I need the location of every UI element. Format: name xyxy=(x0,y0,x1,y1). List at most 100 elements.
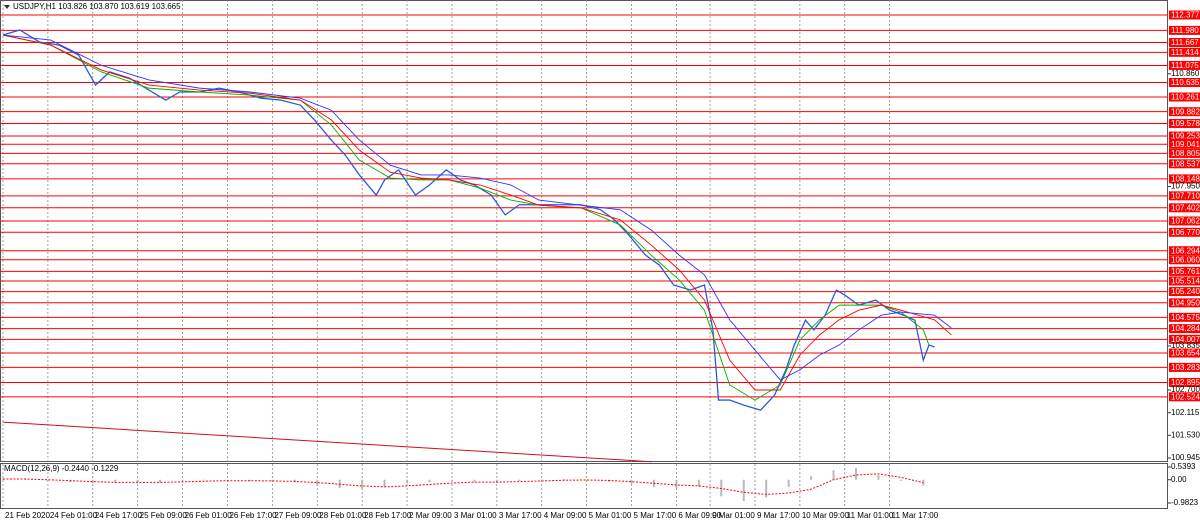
level-label: 107.710 xyxy=(1171,191,1200,200)
y-tick-label: 0.5393 xyxy=(1171,462,1196,471)
x-tick-label: 5 Mar 01:00 xyxy=(589,511,632,520)
level-label-bg xyxy=(1169,174,1200,184)
macd-bar xyxy=(159,479,162,483)
macd-bar xyxy=(181,479,184,481)
x-tick-label: 6 Mar 09:00 xyxy=(678,511,721,520)
level-label-bg xyxy=(1169,38,1200,48)
x-tick-label: 9 Mar 01:00 xyxy=(712,511,755,520)
macd-bar xyxy=(428,479,431,483)
moving-average xyxy=(2,34,952,381)
level-label: 110.261 xyxy=(1171,93,1200,102)
macd-bar xyxy=(450,479,453,481)
level-label: 111.980 xyxy=(1171,26,1199,35)
macd-bar xyxy=(585,479,588,481)
x-tick-label: 28 Feb 01:00 xyxy=(319,511,367,520)
macd-bar xyxy=(630,479,633,485)
level-label: 109.882 xyxy=(1171,107,1200,116)
level-label: 111.667 xyxy=(1171,38,1199,47)
macd-bar xyxy=(675,479,678,489)
macd-bar xyxy=(495,479,498,483)
macd-bar xyxy=(832,470,835,480)
x-tick-label: 2 Mar 09:00 xyxy=(409,511,452,520)
level-label: 108.537 xyxy=(1171,159,1200,168)
level-label: 111.414 xyxy=(1171,48,1199,57)
macd-bar xyxy=(877,475,880,480)
x-tick-label: 11 Mar 01:00 xyxy=(847,511,894,520)
level-label: 102.524 xyxy=(1171,392,1200,401)
y-tick-label: 101.530 xyxy=(1171,430,1200,439)
macd-bar xyxy=(899,479,902,481)
level-label: 105.240 xyxy=(1171,287,1200,296)
level-label: 108.805 xyxy=(1171,149,1200,158)
level-label: 107.062 xyxy=(1171,217,1200,226)
symbol-menu-icon[interactable] xyxy=(4,5,10,9)
macd-bar xyxy=(316,479,319,486)
macd-bar xyxy=(226,479,229,481)
x-tick-label: 11 Mar 17:00 xyxy=(892,511,939,520)
level-label-bg xyxy=(1169,118,1200,128)
macd-bar xyxy=(742,479,745,502)
level-label: 102.895 xyxy=(1171,378,1200,387)
macd-title: MACD(12,26,9) -0.2440 -0.1229 xyxy=(4,464,119,473)
x-tick-label: 25 Feb 09:00 xyxy=(140,511,188,520)
level-label-bg xyxy=(1169,25,1200,35)
level-label-bg xyxy=(1169,159,1200,169)
level-label: 109.041 xyxy=(1171,140,1200,149)
level-label: 108.148 xyxy=(1171,174,1200,183)
level-label-bg xyxy=(1169,348,1200,358)
x-tick-label: 9 Mar 17:00 xyxy=(757,511,800,520)
level-label: 104.575 xyxy=(1171,313,1200,322)
level-label: 107.402 xyxy=(1171,203,1200,212)
macd-bar xyxy=(473,479,476,482)
level-label-bg xyxy=(1169,298,1200,308)
level-label: 106.060 xyxy=(1171,255,1200,264)
macd-bar xyxy=(406,479,409,484)
level-label-bg xyxy=(1169,392,1200,402)
level-label-bg xyxy=(1169,10,1200,20)
macd-bar xyxy=(697,479,700,487)
level-label-bg xyxy=(1169,191,1200,201)
x-tick-label: 3 Mar 01:00 xyxy=(454,511,497,520)
y-tick-label: 0.00 xyxy=(1171,475,1187,484)
level-label: 103.283 xyxy=(1171,363,1200,372)
level-label-bg xyxy=(1169,362,1200,372)
level-label: 112.377 xyxy=(1171,11,1200,20)
macd-bar xyxy=(383,479,386,487)
level-label-bg xyxy=(1169,78,1200,88)
trendline xyxy=(2,421,652,463)
level-label-bg xyxy=(1169,377,1200,387)
level-label: 109.253 xyxy=(1171,132,1200,141)
x-tick-label: 28 Feb 17:00 xyxy=(364,511,412,520)
macd-bar xyxy=(136,479,139,483)
x-tick-label: 3 Mar 17:00 xyxy=(499,511,542,520)
level-label-bg xyxy=(1169,276,1200,286)
macd-bar xyxy=(248,479,251,481)
macd-bar xyxy=(563,479,566,480)
chart-title: USDJPY,H1 103.826 103.870 103.619 103.66… xyxy=(13,2,181,11)
macd-bar xyxy=(204,479,207,481)
macd-bar xyxy=(271,479,274,482)
level-label-bg xyxy=(1169,216,1200,226)
macd-bar xyxy=(114,479,117,483)
x-tick-label: 21 Feb 2020 xyxy=(5,511,50,520)
x-tick-label: 26 Feb 17:00 xyxy=(229,511,277,520)
y-tick-label: -0.9823 xyxy=(1171,498,1199,507)
main-panel xyxy=(0,0,1168,462)
y-tick-label: 110.860 xyxy=(1171,69,1200,78)
level-label-bg xyxy=(1169,47,1200,57)
macd-bar xyxy=(46,479,49,481)
x-tick-label: 5 Mar 17:00 xyxy=(634,511,677,520)
level-label-bg xyxy=(1169,92,1200,102)
level-label: 104.284 xyxy=(1171,324,1200,333)
level-label-bg xyxy=(1169,131,1200,141)
level-label: 110.635 xyxy=(1171,78,1200,87)
macd-bar xyxy=(787,479,790,487)
level-label-bg xyxy=(1169,255,1200,265)
level-label: 104.950 xyxy=(1171,298,1200,307)
level-label-bg xyxy=(1169,60,1200,70)
level-label-bg xyxy=(1169,107,1200,117)
x-tick-label: 24 Feb 17:00 xyxy=(95,511,143,520)
x-tick-label: 26 Feb 01:00 xyxy=(185,511,233,520)
